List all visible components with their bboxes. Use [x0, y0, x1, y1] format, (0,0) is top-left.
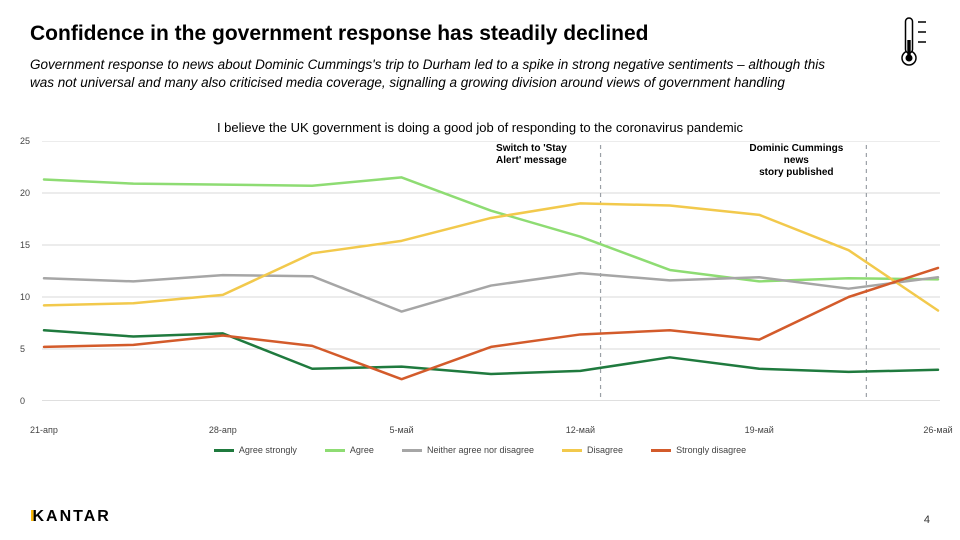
y-axis-tick: 10: [20, 292, 30, 302]
x-axis-tick: 21-апр: [30, 425, 58, 435]
x-axis-tick: 28-апр: [209, 425, 237, 435]
page-number: 4: [924, 514, 930, 526]
header: Confidence in the government response ha…: [0, 0, 960, 102]
y-axis-tick: 5: [20, 344, 25, 354]
legend-swatch: [325, 449, 345, 452]
legend-label: Strongly disagree: [676, 445, 746, 455]
thermometer-icon: [898, 14, 932, 73]
line-chart: 051015202521-апр28-апр5-май12-май19-май2…: [20, 141, 940, 421]
x-axis-tick: 12-май: [566, 425, 595, 435]
x-axis-tick: 19-май: [745, 425, 774, 435]
legend-item-neither: Neither agree nor disagree: [402, 445, 534, 455]
legend-item-agree-strongly: Agree strongly: [214, 445, 297, 455]
brand-text: KANTAR: [32, 508, 110, 525]
y-axis-tick: 15: [20, 240, 30, 250]
legend-swatch: [651, 449, 671, 452]
page-subtitle: Government response to news about Domini…: [30, 56, 850, 92]
chart-svg: [42, 141, 940, 401]
x-axis-tick: 26-май: [923, 425, 952, 435]
legend-swatch: [562, 449, 582, 452]
brand-logo: IKANTAR: [30, 508, 111, 526]
legend-item-disagree: Disagree: [562, 445, 623, 455]
chart-annotation: Dominic Cummings newsstory published: [736, 143, 856, 179]
legend-label: Agree: [350, 445, 374, 455]
legend-label: Agree strongly: [239, 445, 297, 455]
chart-annotation: Switch to 'StayAlert' message: [471, 143, 591, 167]
legend-swatch: [402, 449, 422, 452]
x-axis-tick: 5-май: [389, 425, 413, 435]
legend-label: Disagree: [587, 445, 623, 455]
page-title: Confidence in the government response ha…: [30, 22, 930, 46]
legend-item-strongly-disagree: Strongly disagree: [651, 445, 746, 455]
legend-swatch: [214, 449, 234, 452]
chart-caption: I believe the UK government is doing a g…: [0, 120, 960, 135]
legend-label: Neither agree nor disagree: [427, 445, 534, 455]
y-axis-tick: 25: [20, 136, 30, 146]
legend-item-agree: Agree: [325, 445, 374, 455]
y-axis-tick: 0: [20, 396, 25, 406]
y-axis-tick: 20: [20, 188, 30, 198]
chart-legend: Agree strongly Agree Neither agree nor d…: [0, 445, 960, 455]
